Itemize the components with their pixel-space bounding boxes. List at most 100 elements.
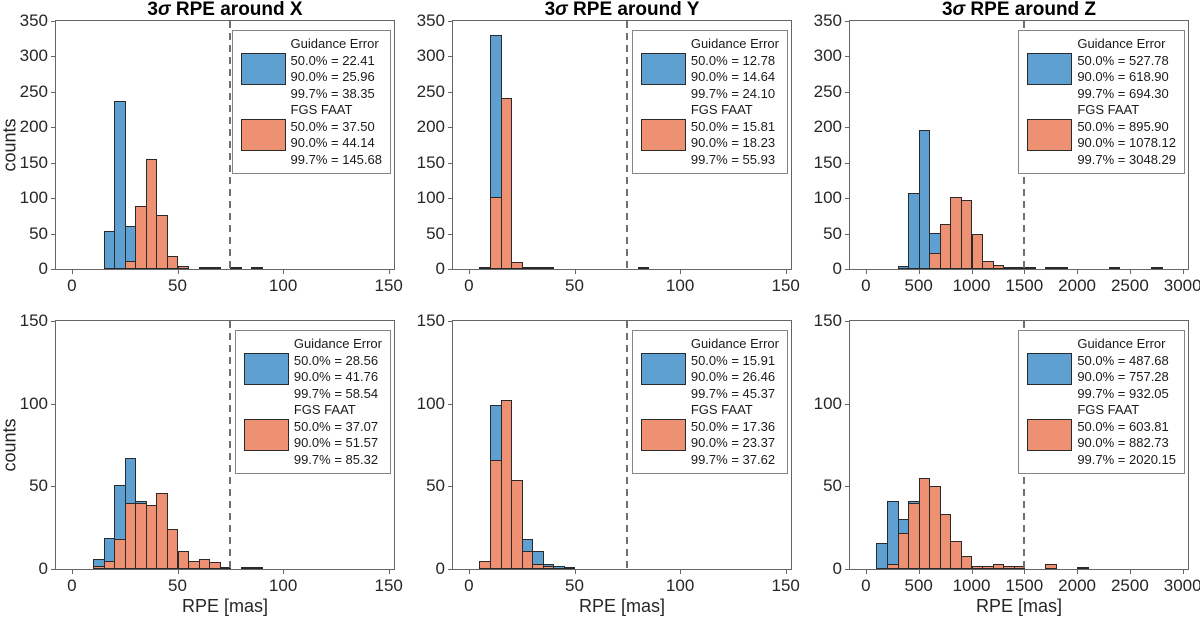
y-tick-label: 200: [19, 117, 48, 137]
legend-stat-line: 90.0% = 618.90: [1077, 69, 1169, 84]
x-tick-label: 150: [374, 276, 403, 295]
legend-series-name: FGS FAAT: [293, 402, 356, 417]
x-tick-label: 100: [665, 276, 695, 295]
threshold-dashed-line: [626, 321, 629, 569]
x-tick-mark: [1182, 270, 1184, 274]
legend-entry: Guidance Error 50.0% = 487.68 90.0% = 757.…: [1025, 336, 1176, 402]
panel-rpe-y-bottom: RPE [mas] 0 50 100 150 0 50 100 150 Guidance Err…: [417, 311, 800, 616]
x-tick-mark: [1024, 570, 1026, 574]
x-tick-mark: [574, 570, 576, 574]
x-tick-mark: [1024, 270, 1026, 274]
legend-color-swatch: [240, 119, 286, 151]
x-tick-mark: [71, 570, 73, 574]
x-tick-mark: [971, 270, 973, 274]
x-tick-label: 100: [268, 276, 298, 295]
x-tick-label: 500: [904, 576, 933, 595]
y-tick-mark: [845, 91, 849, 93]
legend-entry: Guidance Error 50.0% = 28.56 90.0% = 41.76…: [242, 336, 382, 402]
x-tick-label: 100: [665, 576, 695, 595]
y-tick-mark: [448, 269, 452, 270]
x-tick-label: 150: [374, 576, 403, 595]
histogram-bar: [166, 529, 179, 569]
histogram-bar: [1045, 564, 1057, 569]
y-tick-mark: [448, 21, 452, 22]
histogram-bar: [209, 267, 221, 269]
x-tick-mark: [680, 570, 682, 574]
histogram-bar: [918, 130, 931, 269]
histogram-bar: [511, 261, 523, 269]
y-tick-label: 50: [426, 476, 445, 496]
y-tick-label: 100: [813, 188, 842, 208]
legend-stat-line: 99.7% = 37.62: [690, 451, 776, 467]
histogram-bar: [500, 97, 513, 269]
y-tick-mark: [845, 569, 849, 570]
y-tick-label: 100: [19, 188, 48, 208]
histogram-bar: [145, 158, 158, 269]
legend-stat-line: 99.7% = 145.68: [290, 151, 382, 167]
y-tick-label: 150: [19, 152, 48, 172]
legend-stat-line: 90.0% = 14.64: [690, 69, 776, 84]
x-tick-mark: [574, 270, 576, 274]
y-tick-label: 0: [38, 559, 48, 578]
y-tick-label: 300: [19, 46, 48, 66]
y-tick-mark: [845, 233, 849, 235]
x-tick-mark: [71, 270, 73, 274]
y-tick-label: 0: [435, 259, 445, 278]
x-tick-mark: [388, 270, 390, 274]
histogram-bar: [542, 565, 555, 569]
y-tick-mark: [845, 269, 849, 270]
y-tick-label: 50: [823, 223, 842, 243]
histogram-bar: [960, 555, 973, 569]
x-tick-label: 50: [168, 576, 187, 595]
y-tick-mark: [51, 403, 55, 405]
legend-stat-line: 90.0% = 18.23: [690, 135, 776, 150]
legend-stat-line: 50.0% = 37.50: [290, 118, 375, 134]
legend-color-swatch: [240, 53, 286, 85]
legend-stat-line: 90.0% = 26.46: [690, 369, 776, 384]
legend-color-swatch: [640, 419, 686, 451]
x-tick-label: 2000: [1058, 576, 1097, 595]
y-tick-label: 50: [29, 476, 48, 496]
x-tick-mark: [1077, 570, 1079, 574]
y-tick-mark: [51, 162, 55, 164]
legend-stat-line: 90.0% = 1078.12: [1077, 135, 1176, 150]
y-tick-label: 250: [19, 81, 48, 101]
panel-title: 3σ RPE around X: [147, 0, 303, 20]
legend-series-name: FGS FAAT: [290, 102, 353, 117]
legend-box: Guidance Error 50.0% = 28.56 90.0% = 41.76…: [234, 330, 391, 474]
legend-stat-line: 50.0% = 37.07: [293, 418, 379, 434]
legend-stat-line: 99.7% = 2020.15: [1077, 451, 1176, 467]
histogram-bar: [1024, 267, 1036, 269]
legend-stat-line: 90.0% = 23.37: [690, 435, 776, 450]
legend-color-swatch: [1027, 53, 1073, 85]
legend-stat-line: 99.7% = 55.93: [690, 151, 776, 167]
legend-color-swatch: [1027, 419, 1073, 451]
y-tick-mark: [448, 486, 452, 488]
legend-box: Guidance Error 50.0% = 12.78 90.0% = 14.64…: [631, 30, 788, 174]
y-tick-mark: [51, 569, 55, 570]
histogram-bar: [114, 101, 126, 269]
legend-stat-line: 99.7% = 694.30: [1077, 85, 1169, 101]
x-tick-mark: [785, 570, 787, 574]
y-tick-mark: [51, 127, 55, 129]
histogram-bar: [511, 479, 523, 569]
y-tick-label: 200: [416, 117, 445, 137]
x-tick-label: 150: [771, 576, 800, 595]
legend-series-name: FGS FAAT: [1077, 102, 1140, 117]
panel-rpe-x-bottom: counts RPE [mas] 0 50 100 150 0 50 100 150 Guida…: [0, 311, 403, 616]
x-axis-label: RPE [mas]: [975, 596, 1063, 616]
legend-entry: FGS FAAT 50.0% = 15.81 90.0% = 18.23 99.7% …: [639, 102, 779, 168]
y-tick-mark: [448, 198, 452, 200]
x-tick-label: 0: [67, 276, 77, 295]
x-tick-label: 0: [861, 276, 871, 295]
legend-color-swatch: [1027, 119, 1073, 151]
x-tick-mark: [680, 270, 682, 274]
x-tick-label: 1000: [952, 576, 991, 595]
y-tick-label: 150: [416, 152, 445, 172]
y-tick-label: 300: [813, 46, 842, 66]
panel-rpe-z-top: 3σ RPE around Z 0 500 1000 1500 2000 2500 3000…: [814, 0, 1200, 295]
histogram-bar: [156, 215, 168, 269]
y-tick-mark: [448, 162, 452, 164]
y-tick-label: 150: [813, 152, 842, 172]
y-tick-label: 300: [416, 46, 445, 66]
